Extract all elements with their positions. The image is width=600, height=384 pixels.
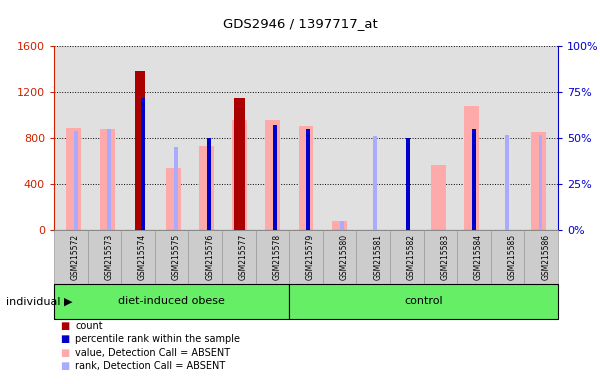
Bar: [530, 132, 545, 230]
Text: GSM215583: GSM215583: [440, 234, 449, 280]
Text: ■: ■: [60, 361, 69, 371]
Bar: [140, 98, 145, 230]
Bar: [273, 125, 277, 230]
Text: GDS2946 / 1397717_at: GDS2946 / 1397717_at: [223, 17, 377, 30]
Text: individual ▶: individual ▶: [6, 296, 73, 306]
Bar: [505, 134, 509, 230]
Text: GSM215579: GSM215579: [306, 234, 315, 280]
Bar: [67, 128, 82, 230]
Bar: [373, 136, 377, 230]
Bar: [235, 98, 245, 230]
Bar: [74, 131, 78, 230]
Bar: [340, 221, 344, 230]
Bar: [472, 131, 476, 230]
Bar: [135, 71, 145, 230]
Bar: [265, 120, 280, 230]
Text: GSM215577: GSM215577: [239, 234, 248, 280]
Text: GSM215582: GSM215582: [407, 234, 416, 280]
Text: value, Detection Call = ABSENT: value, Detection Call = ABSENT: [75, 348, 230, 358]
Text: GSM215573: GSM215573: [104, 234, 113, 280]
Bar: [174, 147, 178, 230]
Text: GSM215574: GSM215574: [138, 234, 147, 280]
Text: GSM215586: GSM215586: [541, 234, 550, 280]
Text: GSM215584: GSM215584: [474, 234, 483, 280]
Text: GSM215580: GSM215580: [340, 234, 349, 280]
Text: GSM215575: GSM215575: [172, 234, 181, 280]
Bar: [431, 165, 446, 230]
Text: ■: ■: [60, 321, 69, 331]
Text: ■: ■: [60, 348, 69, 358]
Text: rank, Detection Call = ABSENT: rank, Detection Call = ABSENT: [75, 361, 225, 371]
Text: percentile rank within the sample: percentile rank within the sample: [75, 334, 240, 344]
Text: control: control: [404, 296, 443, 306]
Text: GSM215572: GSM215572: [71, 234, 80, 280]
Text: diet-induced obese: diet-induced obese: [118, 296, 225, 306]
Bar: [539, 134, 542, 230]
Bar: [232, 120, 247, 230]
Text: GSM215578: GSM215578: [272, 234, 281, 280]
Bar: [199, 146, 214, 230]
Text: count: count: [75, 321, 103, 331]
Bar: [107, 129, 112, 230]
Bar: [472, 129, 476, 230]
Bar: [100, 129, 115, 230]
Bar: [307, 129, 310, 230]
Text: ■: ■: [60, 334, 69, 344]
Text: GSM215581: GSM215581: [373, 234, 382, 280]
Text: GSM215585: GSM215585: [508, 234, 517, 280]
Bar: [464, 106, 479, 230]
Bar: [332, 221, 347, 230]
Bar: [166, 168, 181, 230]
Bar: [207, 138, 211, 230]
Bar: [299, 126, 313, 230]
Bar: [406, 138, 410, 230]
Text: GSM215576: GSM215576: [205, 234, 214, 280]
